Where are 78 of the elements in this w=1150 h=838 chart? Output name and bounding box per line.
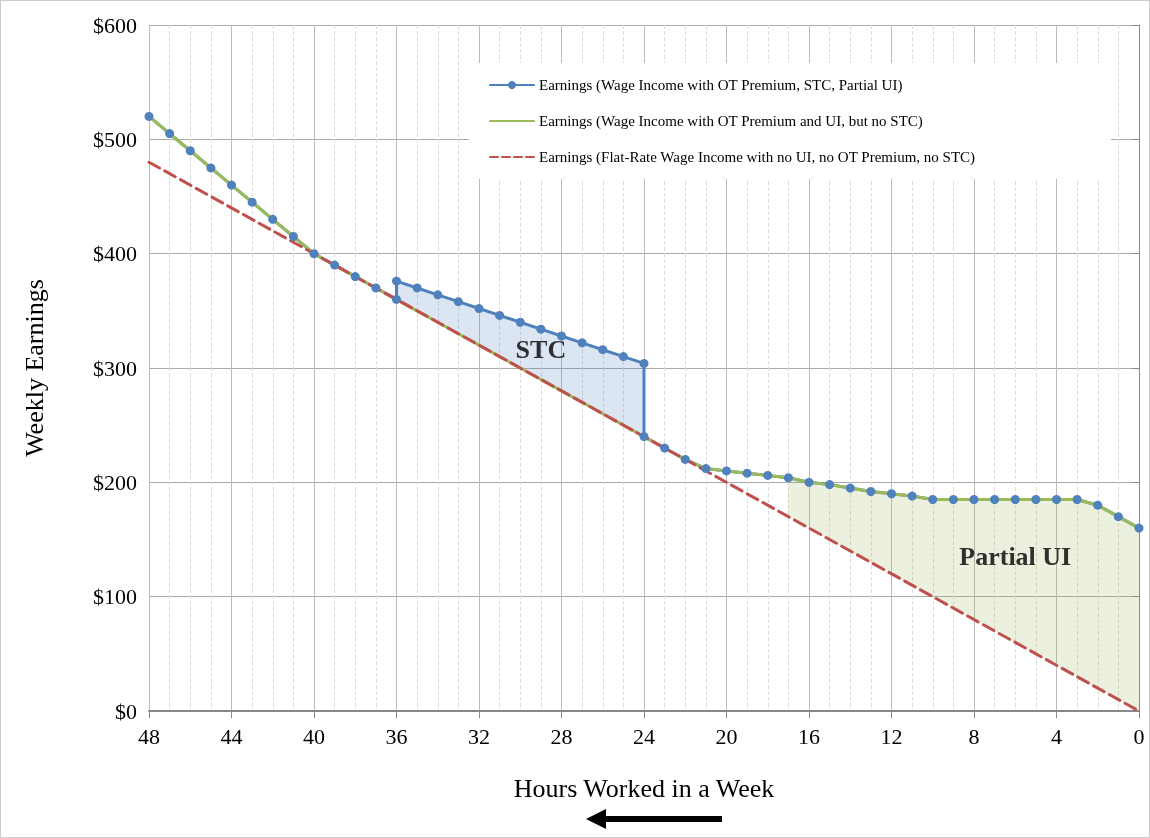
point bbox=[660, 443, 670, 453]
point bbox=[557, 331, 566, 341]
y-tick-label: $300 bbox=[93, 355, 137, 381]
point bbox=[392, 294, 401, 304]
point bbox=[948, 494, 958, 504]
point bbox=[722, 466, 731, 476]
y-tick-label: $100 bbox=[93, 584, 137, 610]
point bbox=[701, 464, 711, 474]
x-tick-label: 36 bbox=[385, 723, 408, 749]
legend-label: Earnings (Wage Income with OT Premium and UI, but no STC) bbox=[539, 113, 923, 130]
point bbox=[144, 111, 154, 121]
point bbox=[227, 180, 236, 190]
point bbox=[206, 163, 216, 173]
x-tick-label: 48 bbox=[138, 723, 160, 749]
point bbox=[969, 494, 979, 504]
point bbox=[639, 358, 649, 368]
point bbox=[887, 489, 896, 499]
x-tick-label: 16 bbox=[798, 723, 820, 749]
point bbox=[680, 454, 690, 464]
x-axis-title: Hours Worked in a Week bbox=[513, 773, 775, 803]
point bbox=[1010, 494, 1020, 504]
point bbox=[474, 304, 484, 314]
x-tick-label: 12 bbox=[880, 723, 903, 749]
point bbox=[1072, 494, 1082, 504]
x-tick-label: 28 bbox=[550, 723, 573, 749]
point bbox=[288, 232, 298, 242]
point bbox=[763, 470, 773, 480]
point bbox=[845, 483, 855, 493]
point bbox=[495, 310, 505, 320]
point bbox=[1093, 500, 1103, 510]
point bbox=[907, 491, 917, 501]
y-tick-label: $600 bbox=[93, 12, 137, 38]
point bbox=[577, 338, 587, 348]
point bbox=[639, 432, 649, 442]
point bbox=[866, 486, 876, 496]
point bbox=[412, 283, 422, 293]
point bbox=[392, 276, 401, 286]
point bbox=[1134, 523, 1144, 533]
x-tick-label: 44 bbox=[220, 723, 243, 749]
point bbox=[330, 260, 340, 270]
point bbox=[825, 480, 835, 490]
point bbox=[350, 272, 360, 282]
x-tick-label: 20 bbox=[715, 723, 738, 749]
legend-label: Earnings (Flat-Rate Wage Income with no UI, no OT Premium, no STC) bbox=[539, 149, 976, 166]
x-tick-label: 40 bbox=[303, 723, 325, 749]
point bbox=[742, 468, 752, 478]
point bbox=[515, 317, 525, 327]
x-tick-label: 0 bbox=[1133, 723, 1145, 749]
y-tick-label: $200 bbox=[93, 469, 137, 495]
legend-label: Earnings (Wage Income with OT Premium, STC, Partial UI) bbox=[539, 77, 903, 94]
point bbox=[185, 146, 195, 156]
point bbox=[990, 494, 1000, 504]
point bbox=[309, 249, 319, 259]
x-tick-label: 32 bbox=[468, 723, 490, 749]
point bbox=[268, 214, 278, 224]
y-tick-label: $400 bbox=[93, 241, 137, 267]
point bbox=[453, 297, 463, 307]
point bbox=[804, 477, 814, 487]
y-axis-title: Weekly Earnings bbox=[19, 279, 49, 457]
point bbox=[433, 290, 443, 300]
annotation: Partial UI bbox=[959, 542, 1072, 572]
annotation: STC bbox=[515, 334, 567, 364]
point bbox=[1031, 494, 1041, 504]
y-tick-label: $0 bbox=[115, 698, 137, 724]
point bbox=[928, 494, 938, 504]
y-tick-label: $500 bbox=[93, 126, 137, 152]
point bbox=[536, 324, 546, 334]
point bbox=[598, 345, 608, 355]
point bbox=[1052, 494, 1061, 504]
point bbox=[1113, 512, 1123, 522]
point bbox=[165, 129, 175, 139]
point bbox=[783, 473, 793, 483]
point bbox=[371, 283, 381, 293]
x-tick-label: 4 bbox=[1051, 723, 1062, 749]
x-tick-label: 8 bbox=[968, 723, 980, 749]
x-tick-label: 24 bbox=[633, 723, 655, 749]
point bbox=[247, 197, 257, 207]
point bbox=[618, 352, 628, 362]
